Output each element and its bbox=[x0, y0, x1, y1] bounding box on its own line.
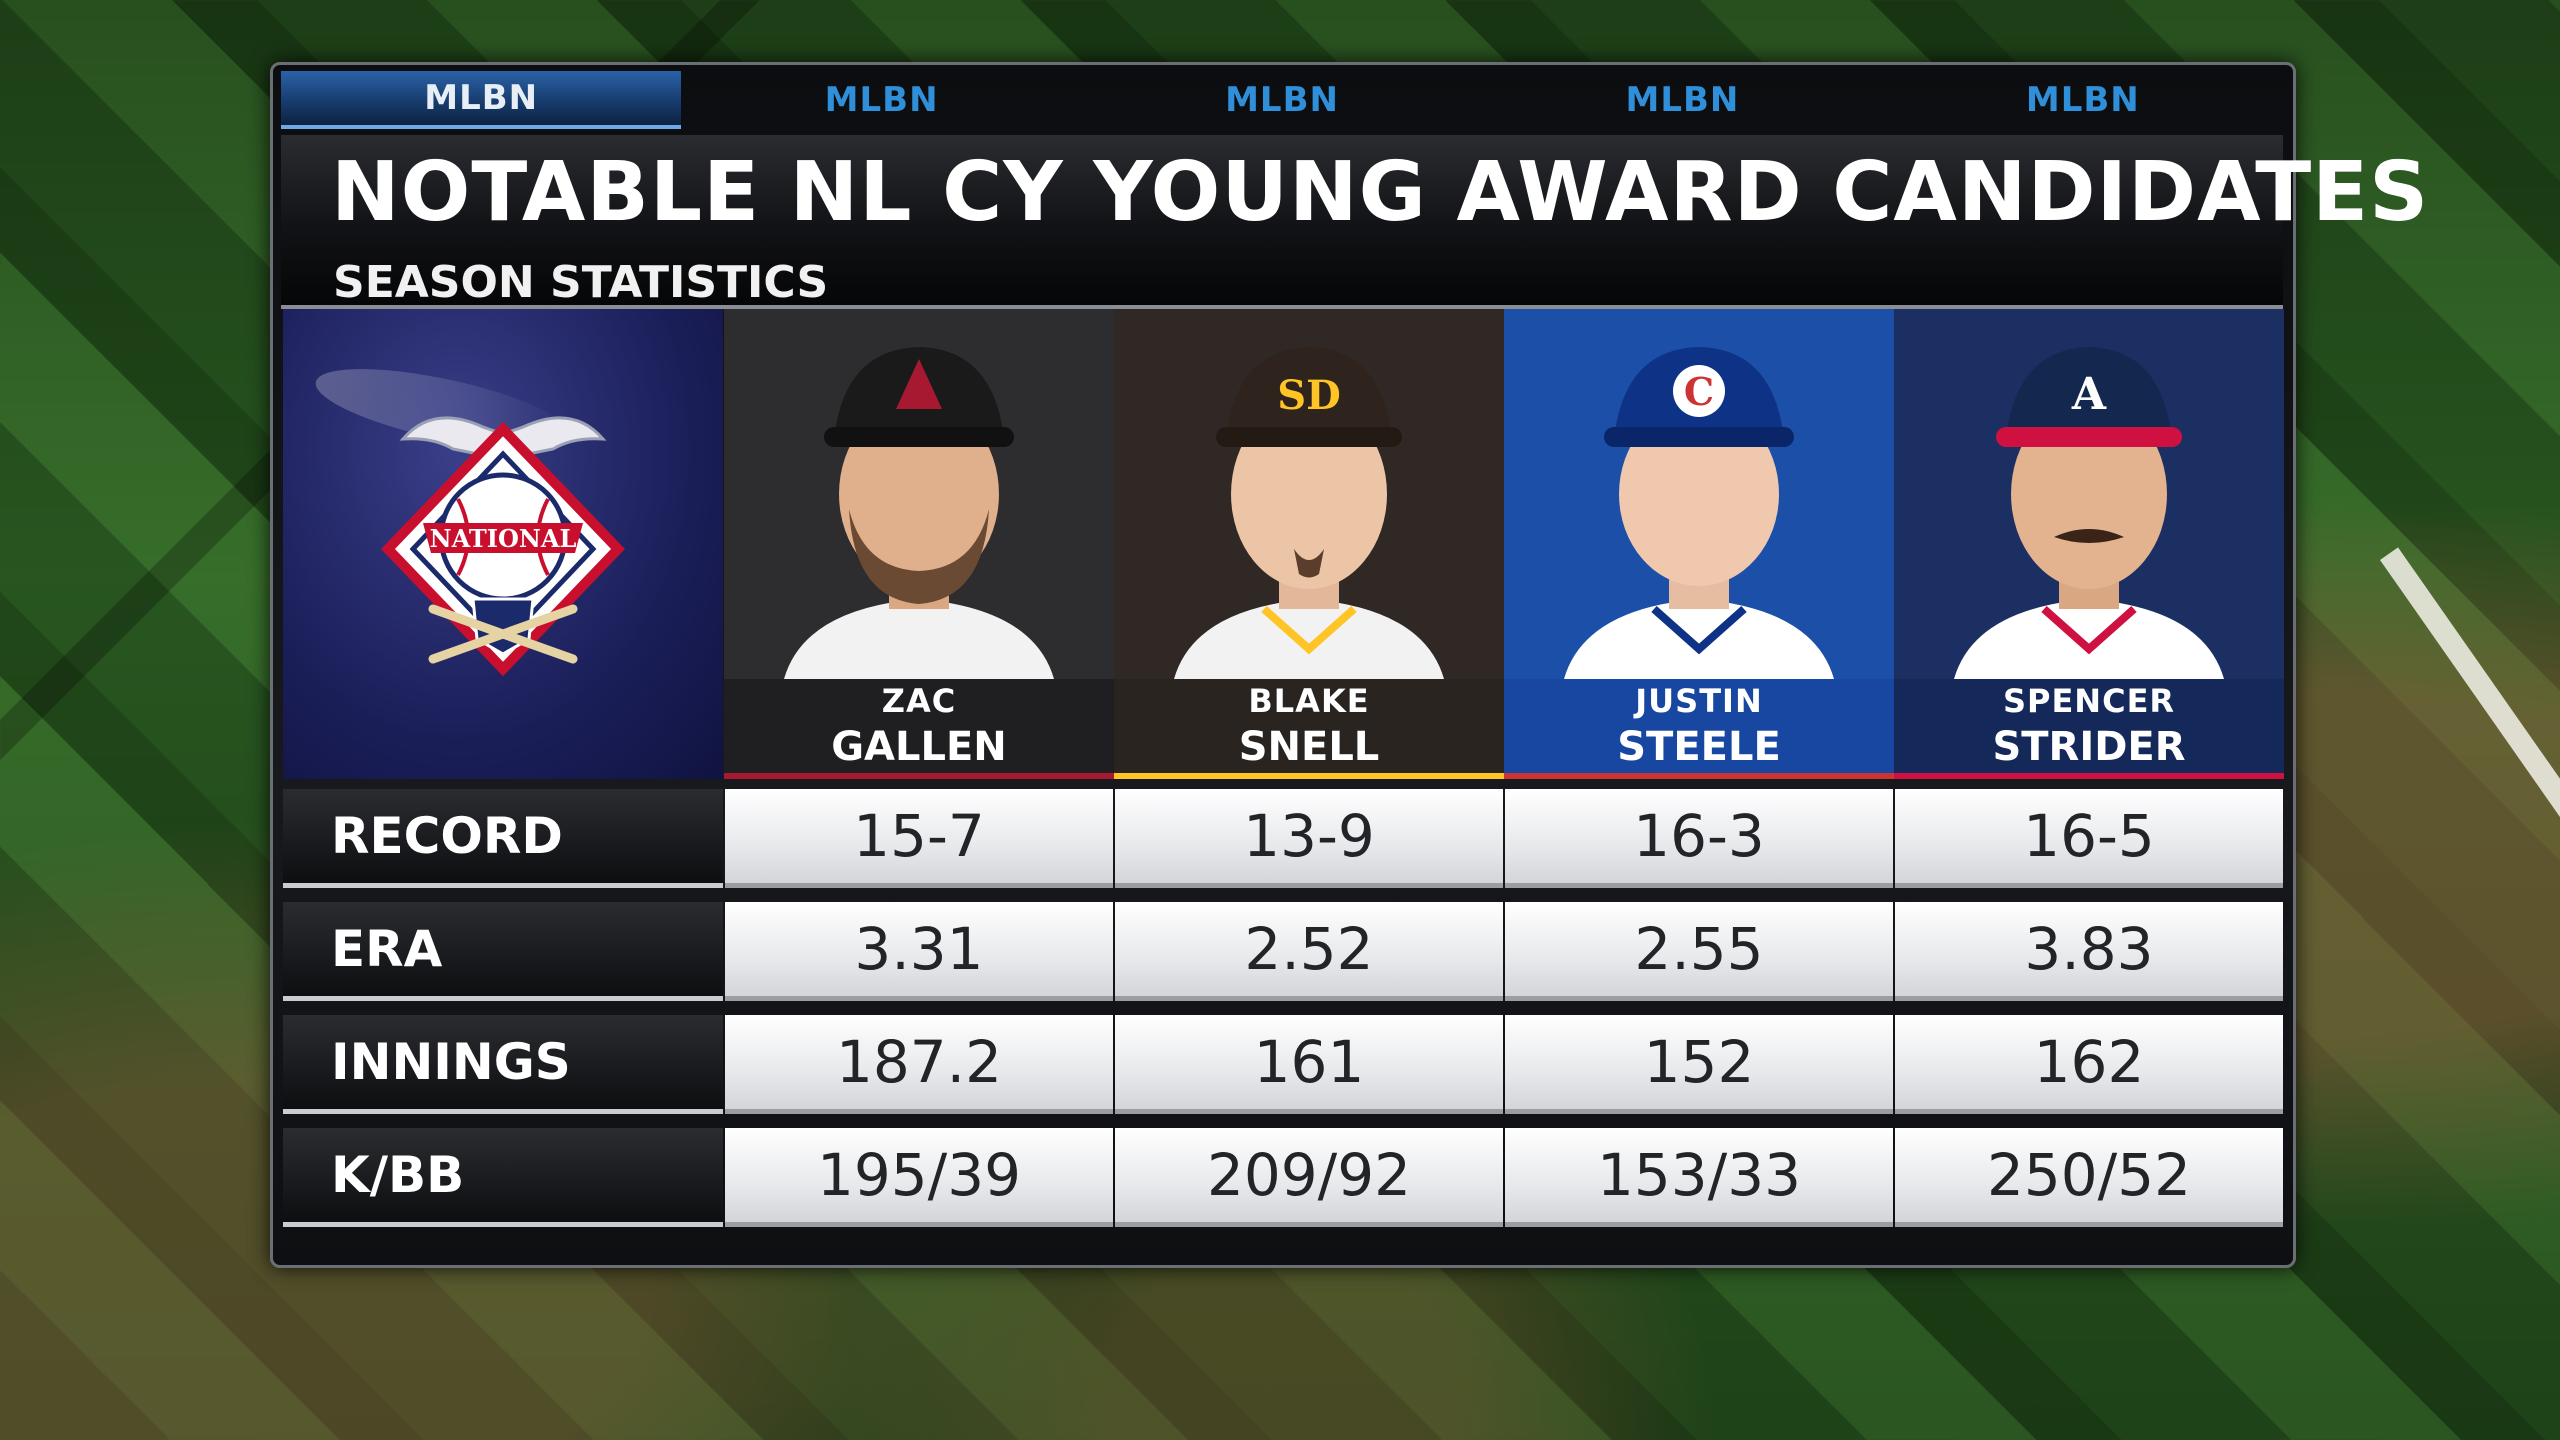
team-color-strip bbox=[1114, 773, 1504, 779]
team-color-strip bbox=[1504, 773, 1894, 779]
braves-cap-icon: A bbox=[2071, 369, 2107, 420]
page-title: NOTABLE NL CY YOUNG AWARD CANDIDATES bbox=[331, 145, 2430, 240]
stat-label-cell: INNINGS bbox=[283, 1015, 723, 1114]
league-logo-cell: NATIONAL bbox=[283, 309, 723, 779]
diamondbacks-cap-icon bbox=[896, 359, 942, 409]
player-last-name: STEELE bbox=[1617, 724, 1781, 770]
network-tab: MLBN bbox=[824, 80, 939, 120]
stat-values: 3.31 2.52 2.55 3.83 bbox=[723, 902, 2283, 1002]
network-tab: MLBN bbox=[1625, 80, 1740, 120]
stat-value: 162 bbox=[1895, 1015, 2283, 1114]
player-last-name: SNELL bbox=[1238, 724, 1380, 770]
stat-value: 153/33 bbox=[1505, 1128, 1893, 1227]
stat-value: 16-5 bbox=[1895, 789, 2283, 888]
player-last-name: STRIDER bbox=[1992, 724, 2186, 770]
stat-label-cell: ERA bbox=[283, 902, 723, 1001]
player-name-box: ZAC GALLEN bbox=[724, 679, 1114, 773]
stat-row-kbb: K/BB 195/39 209/92 153/33 250/52 bbox=[283, 1128, 2283, 1228]
national-league-logo-icon: NATIONAL bbox=[381, 416, 625, 677]
player-first-name: BLAKE bbox=[1248, 682, 1370, 720]
page-subtitle: SEASON STATISTICS bbox=[333, 257, 829, 308]
player-first-name: ZAC bbox=[881, 682, 957, 720]
stats-panel: MLBN MLBN MLBN MLBN MLBN NOTABLE NL CY Y… bbox=[270, 62, 2428, 1268]
cubs-cap-icon bbox=[1673, 365, 1725, 417]
network-tab: MLBN bbox=[2025, 80, 2140, 120]
stat-value: 161 bbox=[1115, 1015, 1503, 1114]
stats-table: RECORD 15-7 13-9 16-3 16-5 ERA 3.31 2.52… bbox=[283, 789, 2283, 1241]
svg-text:C: C bbox=[1684, 369, 1714, 414]
stat-values: 195/39 209/92 153/33 250/52 bbox=[723, 1128, 2283, 1228]
title-bar: NOTABLE NL CY YOUNG AWARD CANDIDATES SEA… bbox=[281, 135, 2428, 309]
player-name-box: JUSTIN STEELE bbox=[1504, 679, 1894, 773]
player-last-name: GALLEN bbox=[831, 724, 1007, 770]
padres-cap-icon: SD bbox=[1277, 372, 1341, 419]
stat-label: RECORD bbox=[331, 807, 563, 865]
stat-value: 13-9 bbox=[1115, 789, 1503, 888]
player-first-name: SPENCER bbox=[2002, 682, 2176, 720]
stat-value: 3.31 bbox=[725, 902, 1113, 1001]
player-photo-strider: A bbox=[1894, 309, 2284, 679]
stat-value: 250/52 bbox=[1895, 1128, 2283, 1227]
player-name-box: BLAKE SNELL bbox=[1114, 679, 1504, 773]
stat-value: 195/39 bbox=[725, 1128, 1113, 1227]
stat-value: 152 bbox=[1505, 1015, 1893, 1114]
stat-label: K/BB bbox=[331, 1146, 465, 1204]
stat-row-era: ERA 3.31 2.52 2.55 3.83 bbox=[283, 902, 2283, 1002]
network-tab: MLBN bbox=[1225, 80, 1339, 120]
stat-value: 16-3 bbox=[1505, 789, 1893, 888]
stat-values: 15-7 13-9 16-3 16-5 bbox=[723, 789, 2283, 889]
player-columns: ZAC GALLEN SD BLAKE SNELL bbox=[724, 309, 2284, 779]
stat-row-record: RECORD 15-7 13-9 16-3 16-5 bbox=[283, 789, 2283, 889]
team-color-strip bbox=[724, 773, 1114, 779]
stat-value: 15-7 bbox=[725, 789, 1113, 888]
stat-value: 187.2 bbox=[725, 1015, 1113, 1114]
player-card: A SPENCER STRIDER bbox=[1894, 309, 2284, 779]
player-card: C JUSTIN STEELE bbox=[1504, 309, 1894, 779]
stat-row-innings: INNINGS 187.2 161 152 162 bbox=[283, 1015, 2283, 1115]
player-photo-snell: SD bbox=[1114, 309, 1504, 679]
player-photo-gallen bbox=[724, 309, 1114, 679]
stat-values: 187.2 161 152 162 bbox=[723, 1015, 2283, 1115]
player-first-name: JUSTIN bbox=[1635, 682, 1763, 720]
stat-label: INNINGS bbox=[331, 1033, 571, 1091]
player-name-box: SPENCER STRIDER bbox=[1894, 679, 2284, 773]
stat-value: 2.55 bbox=[1505, 902, 1893, 1001]
team-color-strip bbox=[1894, 773, 2284, 779]
stat-value: 209/92 bbox=[1115, 1128, 1503, 1227]
stat-label: ERA bbox=[331, 920, 443, 978]
stat-label-cell: RECORD bbox=[283, 789, 723, 888]
network-tab-bar: MLBN MLBN MLBN MLBN MLBN bbox=[281, 71, 2283, 129]
network-tab: MLBN bbox=[281, 71, 682, 129]
player-card: SD BLAKE SNELL bbox=[1114, 309, 1504, 779]
stat-value: 3.83 bbox=[1895, 902, 2283, 1001]
league-logo-text: NATIONAL bbox=[430, 524, 577, 553]
player-photo-steele: C bbox=[1504, 309, 1894, 679]
stat-label-cell: K/BB bbox=[283, 1128, 723, 1227]
stat-value: 2.52 bbox=[1115, 902, 1503, 1001]
player-card: ZAC GALLEN bbox=[724, 309, 1114, 779]
